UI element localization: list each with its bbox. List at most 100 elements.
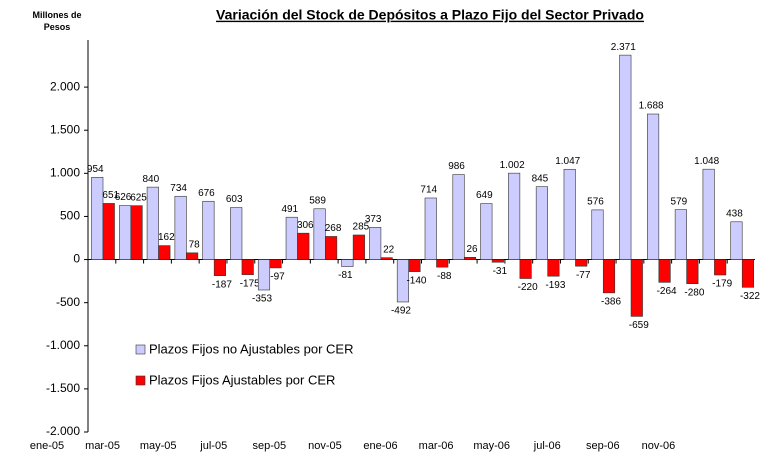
value-label: 285 (353, 222, 370, 233)
value-label: 268 (325, 223, 342, 234)
x-tick-label: sep-05 (253, 440, 287, 452)
x-tick-label: jul-05 (199, 440, 227, 452)
value-label: 1.048 (694, 156, 719, 167)
bar (369, 227, 382, 260)
value-label: 625 (130, 192, 147, 203)
value-label: -386 (601, 296, 621, 307)
value-label: 589 (309, 195, 326, 206)
bar (702, 168, 715, 260)
value-label: 1.688 (639, 101, 664, 112)
bar (341, 259, 354, 267)
bar (174, 195, 187, 260)
y-tick-label: 2.000 (50, 79, 80, 93)
bar (730, 221, 743, 260)
value-label: 22 (383, 244, 395, 255)
bar (380, 257, 393, 260)
y-tick-label: 1.500 (50, 122, 80, 136)
bar (186, 252, 199, 260)
value-label: 840 (142, 174, 159, 185)
value-label: 603 (226, 194, 243, 205)
bar (257, 259, 271, 291)
bar (463, 257, 477, 260)
bar (102, 203, 115, 260)
y-tick-label: 1.000 (50, 166, 80, 180)
bar (158, 245, 171, 260)
y-axis-label: Millones de Pesos (32, 10, 82, 32)
bar (535, 186, 548, 260)
value-label: -280 (684, 287, 704, 298)
bar (230, 207, 243, 260)
bar (658, 259, 671, 283)
value-label: -264 (657, 286, 677, 297)
bar (269, 259, 282, 269)
x-tick-label: nov-06 (642, 440, 676, 452)
y-tick-label: -1.000 (46, 338, 80, 352)
bar (352, 234, 365, 260)
value-label: 26 (466, 244, 478, 255)
value-label: -97 (270, 272, 285, 283)
bar (452, 174, 465, 260)
x-tick-label: jul-06 (533, 440, 561, 452)
x-tick-label: nov-05 (308, 440, 342, 452)
value-label: 651 (102, 190, 119, 201)
value-label: 438 (726, 208, 743, 219)
bar (491, 259, 504, 263)
value-label: -77 (576, 270, 591, 281)
value-label: 734 (170, 183, 187, 194)
value-label: -187 (212, 279, 232, 290)
value-label: 626 (115, 192, 132, 203)
value-label: 986 (448, 161, 465, 172)
bar (408, 259, 421, 272)
value-label: 649 (476, 190, 493, 201)
bar (674, 209, 687, 260)
bar (630, 259, 643, 317)
value-label: -220 (518, 282, 538, 293)
value-label: 2.371 (611, 42, 636, 53)
bar (714, 259, 727, 276)
value-label: 306 (297, 220, 314, 231)
y-tick-label: 0 (73, 252, 80, 266)
legend-swatch (135, 375, 146, 386)
value-label: -193 (545, 280, 565, 291)
legend-label: Plazos Fijos Ajustables por CER (149, 372, 335, 387)
value-label: -31 (493, 266, 508, 277)
bar (91, 176, 104, 260)
bar (297, 232, 310, 260)
value-label: 1.047 (555, 156, 580, 167)
x-tick-label: may-05 (140, 440, 177, 452)
bar (313, 208, 326, 260)
value-label: 714 (420, 185, 437, 196)
value-label: 576 (587, 197, 604, 208)
bar (118, 205, 132, 260)
x-tick-label: may-06 (473, 440, 510, 452)
value-label: 954 (87, 164, 104, 175)
bar (547, 259, 560, 277)
bar (602, 259, 616, 294)
x-tick-label: sep-06 (586, 440, 620, 452)
value-label: -353 (252, 294, 272, 305)
legend-swatch (135, 344, 146, 355)
chart-title: Variación del Stock de Depósitos a Plazo… (216, 7, 644, 23)
value-label: 579 (671, 196, 688, 207)
bar (130, 205, 143, 260)
value-label: 78 (189, 239, 201, 250)
bar (325, 236, 338, 260)
bar (563, 168, 576, 260)
bar (285, 216, 298, 260)
bar (647, 113, 660, 260)
bar (591, 209, 604, 260)
x-tick-label: mar-06 (419, 440, 454, 452)
bar (213, 259, 226, 276)
value-label: 373 (365, 214, 382, 225)
value-label: 491 (281, 204, 298, 215)
value-label: -659 (629, 320, 649, 331)
bar (508, 172, 521, 260)
x-tick-label: mar-05 (85, 440, 120, 452)
value-label: -322 (740, 291, 760, 302)
x-tick-label: ene-05 (30, 440, 64, 452)
bar (575, 259, 588, 267)
value-label: -88 (437, 271, 452, 282)
value-label: -81 (338, 270, 353, 281)
bar (241, 259, 254, 275)
